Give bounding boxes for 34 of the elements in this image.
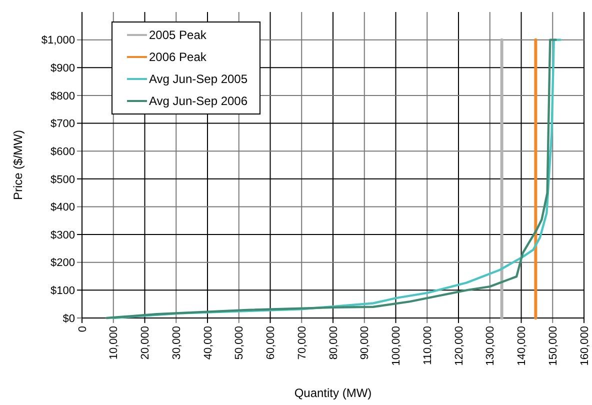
- x-tick-label: 0: [76, 326, 89, 332]
- x-tick-label: 50,000: [234, 326, 246, 360]
- x-tick-label: 130,000: [484, 326, 497, 366]
- y-tick-label: $700: [50, 118, 75, 130]
- y-axis-title: Price ($/MW): [11, 130, 25, 200]
- y-tick-label: $200: [50, 257, 75, 270]
- y-tick-label: $300: [50, 229, 75, 242]
- y-tick-label: $0: [62, 312, 75, 325]
- x-tick-label: 120,000: [453, 326, 466, 366]
- x-tick-label: 80,000: [328, 326, 340, 360]
- x-tick-label: 160,000: [578, 326, 591, 366]
- x-tick-label: 20,000: [140, 326, 152, 360]
- legend-label: Avg Jun-Sep 2006: [149, 94, 248, 108]
- legend-label: Avg Jun-Sep 2005: [149, 72, 248, 86]
- x-tick-label: 30,000: [170, 326, 183, 360]
- legend-label: 2006 Peak: [149, 50, 208, 64]
- x-tick-label: 60,000: [265, 326, 278, 360]
- legend-label: 2005 Peak: [149, 28, 208, 42]
- x-tick-label: 110,000: [422, 326, 434, 365]
- y-tick-label: $400: [50, 202, 75, 214]
- y-tick-label: $600: [50, 146, 75, 158]
- x-axis-title: Quantity (MW): [294, 386, 372, 400]
- x-tick-label: 140,000: [516, 326, 528, 366]
- x-tick-label: 100,000: [390, 326, 403, 366]
- x-tick-label: 70,000: [296, 326, 308, 360]
- y-tick-label: $900: [50, 62, 75, 74]
- y-tick-label: $500: [50, 174, 75, 186]
- x-tick-label: 10,000: [108, 326, 120, 360]
- y-tick-label: $100: [50, 285, 75, 298]
- y-tick-label: $1,000: [41, 34, 75, 47]
- x-tick-label: 150,000: [547, 326, 560, 366]
- x-tick-label: 40,000: [202, 326, 214, 360]
- y-tick-label: $800: [50, 90, 75, 102]
- x-tick-label: 90,000: [359, 326, 372, 360]
